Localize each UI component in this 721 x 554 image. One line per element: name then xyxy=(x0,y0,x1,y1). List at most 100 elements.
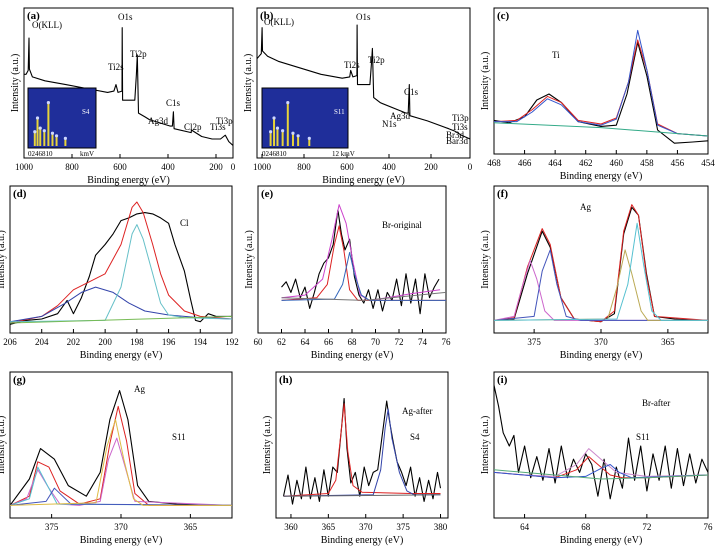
series-line xyxy=(494,469,708,480)
peak-annotation: S11 xyxy=(172,432,186,442)
peak-annotation: Cl2p xyxy=(184,122,202,132)
x-tick-label: 370 xyxy=(359,522,373,532)
series-line xyxy=(10,466,232,506)
x-tick-label: 468 xyxy=(487,158,501,168)
panel-e: 60 62 64 66 68 70 72 74 76 Binding energy (eV) Int… xyxy=(244,185,452,361)
peak-annotation: Ag xyxy=(580,202,591,212)
x-tick-label: 464 xyxy=(548,158,562,168)
panel-label: (b) xyxy=(260,10,274,22)
peak-annotation: Br3d xyxy=(446,130,465,140)
x-tick-label: 202 xyxy=(67,337,81,347)
inset-unit: 12 kmV xyxy=(332,150,355,158)
x-tick-label: 1000 xyxy=(253,162,272,172)
peak-annotation: Ti2s xyxy=(108,62,124,72)
x-axis-label: Binding energy (eV) xyxy=(560,535,643,546)
x-tick-label: 466 xyxy=(518,158,532,168)
x-tick-label: 460 xyxy=(610,158,624,168)
peak-annotation: Ti2p xyxy=(130,49,147,59)
x-tick-label: 370 xyxy=(114,522,128,532)
panel-c: 468 466 464 462 460 458 456 454 Binding energy (… xyxy=(480,7,715,182)
peak-annotation: Ti3p xyxy=(216,116,233,126)
peak-annotation: Cl xyxy=(180,218,189,228)
x-tick-label: 68 xyxy=(348,337,358,347)
panel-label: (f) xyxy=(497,188,508,200)
panel-f: 375 370 365 Binding energy (eV) Intensity (a… xyxy=(480,185,709,361)
plot-frame xyxy=(275,371,449,519)
x-tick-label: 76 xyxy=(442,337,452,347)
panel-label: (d) xyxy=(13,188,27,200)
x-tick-label: 64 xyxy=(520,522,530,532)
x-tick-label: 76 xyxy=(704,522,714,532)
x-tick-label: 400 xyxy=(382,162,396,172)
peak-annotation: C1s xyxy=(404,87,419,97)
peak-annotation: Bar3d xyxy=(446,136,468,146)
panel-h: 360 365 370 375 380 Binding energy (eV) Intens… xyxy=(262,371,449,546)
x-tick-label: 192 xyxy=(225,337,239,347)
inset-label: S11 xyxy=(334,108,345,116)
x-tick-label: 800 xyxy=(65,162,79,172)
x-tick-label: 0 xyxy=(231,162,236,172)
series-line xyxy=(281,225,446,301)
peak-annotation: Ti3s xyxy=(210,122,226,132)
x-tick-label: 196 xyxy=(162,337,176,347)
series-group xyxy=(494,204,708,323)
eds-inset: S4 0246810 kmV xyxy=(27,87,97,158)
x-tick-label: 456 xyxy=(671,158,685,168)
x-tick-label: 462 xyxy=(579,158,593,168)
x-tick-label: 380 xyxy=(434,522,448,532)
x-tick-label: 400 xyxy=(161,162,175,172)
series-line xyxy=(494,41,708,144)
plot-frame xyxy=(256,7,471,159)
series-line xyxy=(283,408,441,497)
series-line xyxy=(494,39,708,137)
x-tick-label: 206 xyxy=(3,337,17,347)
panel-i: 64 68 72 76 Binding energy (eV) Intensity (a.… xyxy=(480,371,714,546)
series-line xyxy=(10,315,232,324)
series-line xyxy=(494,122,708,137)
series-group xyxy=(257,24,470,140)
x-tick-label: 70 xyxy=(371,337,381,347)
x-tick-label: 375 xyxy=(45,522,59,532)
x-tick-label: 375 xyxy=(396,522,410,532)
series-line xyxy=(283,403,441,497)
plot-frame xyxy=(493,7,709,155)
x-tick-label: 458 xyxy=(640,158,654,168)
panel-label: (g) xyxy=(13,374,26,386)
series-line xyxy=(10,405,232,506)
series-line xyxy=(494,249,708,321)
series-line xyxy=(494,249,708,321)
y-axis-label: Intensity (a.u.) xyxy=(243,54,254,113)
peak-annotation: O1s xyxy=(356,12,371,22)
series-line xyxy=(10,286,232,323)
series-line xyxy=(10,224,232,323)
series-line xyxy=(10,201,232,324)
x-tick-label: 68 xyxy=(581,522,591,532)
x-tick-label: 1000 xyxy=(15,162,34,172)
series-group xyxy=(282,397,442,505)
panel-label: (e) xyxy=(261,188,274,200)
series-line xyxy=(494,204,708,323)
series-line xyxy=(281,209,440,315)
peak-annotation: Ag xyxy=(134,384,145,394)
eds-inset: S11 0246810 12 kmV xyxy=(261,87,355,158)
series-line xyxy=(494,29,708,137)
panel-b: 1000 800 600 400 200 0 Binding energy (eV) Inte… xyxy=(243,7,473,186)
series-line xyxy=(494,464,708,479)
x-tick-label: 0 xyxy=(468,162,473,172)
plot-frame xyxy=(23,7,234,159)
x-tick-label: 370 xyxy=(594,337,608,347)
peak-annotation: Br-original xyxy=(382,220,422,230)
x-axis-label: Binding energy (eV) xyxy=(321,535,404,546)
x-tick-label: 60 xyxy=(254,337,264,347)
peak-annotation: S4 xyxy=(410,432,420,442)
x-tick-label: 204 xyxy=(35,337,49,347)
x-tick-label: 200 xyxy=(98,337,112,347)
y-axis-label: Intensity (a.u.) xyxy=(480,230,491,289)
x-tick-label: 365 xyxy=(322,522,336,532)
series-line xyxy=(10,212,232,325)
peak-annotation: O1s xyxy=(118,12,133,22)
peak-annotation: O(KLL) xyxy=(32,20,62,30)
x-tick-label: 600 xyxy=(113,162,127,172)
panel-g: 375 370 365 Binding energy (eV) Intensity (a… xyxy=(0,371,233,546)
y-axis-label: Intensity (a.u.) xyxy=(480,52,491,111)
